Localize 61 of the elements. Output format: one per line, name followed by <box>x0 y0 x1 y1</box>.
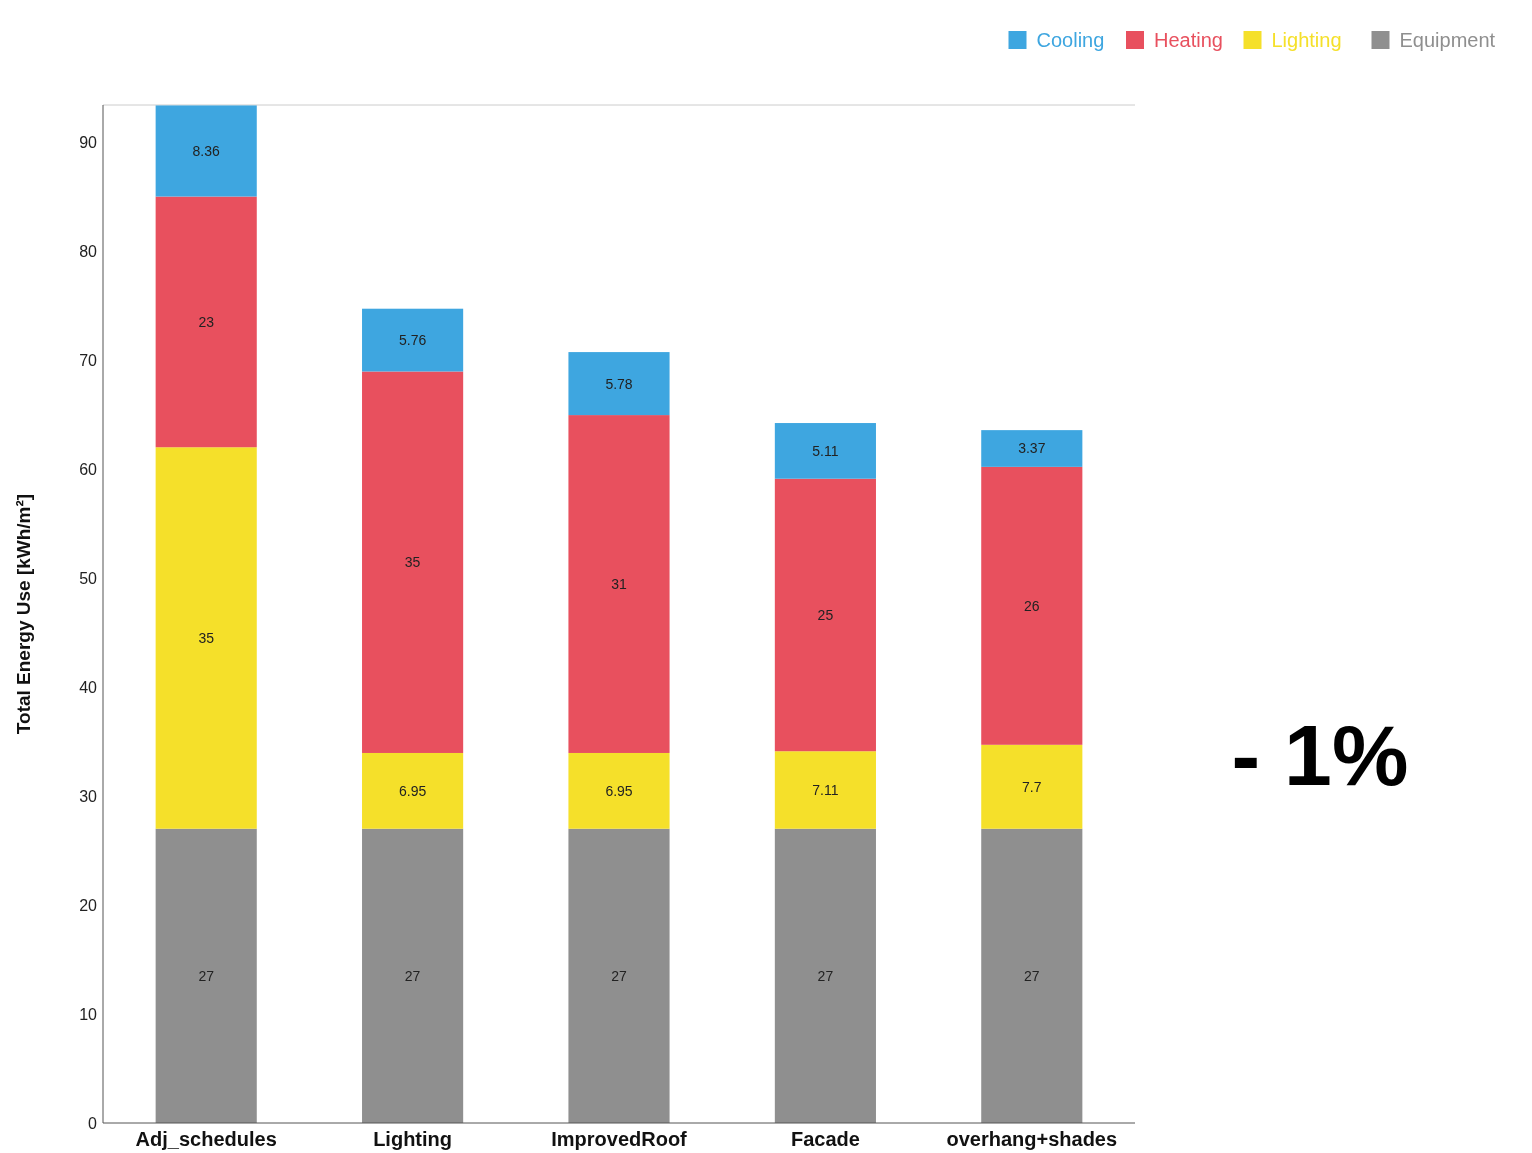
y-tick-label: 0 <box>88 1115 98 1132</box>
data-label: 5.11 <box>812 442 839 459</box>
data-label: 3.37 <box>1018 440 1046 457</box>
bar <box>568 352 670 416</box>
x-tick-label: Adj_schedules <box>135 1128 277 1150</box>
bar <box>155 447 257 829</box>
bar <box>981 744 1083 829</box>
bar <box>568 752 670 829</box>
y-tick-label: 20 <box>79 897 98 915</box>
data-label: 6.95 <box>605 782 633 799</box>
legend-label: Lighting <box>1271 29 1342 51</box>
bar <box>981 466 1083 745</box>
x-tick-label: ImprovedRoof <box>551 1128 688 1150</box>
bar <box>774 828 876 1123</box>
bar <box>774 751 876 829</box>
y-tick-label: 10 <box>79 1006 98 1024</box>
text: - 1% <box>1231 707 1409 803</box>
y-tick-label: 70 <box>79 352 98 370</box>
bar <box>568 828 670 1123</box>
x-tick-label: Facade <box>790 1128 860 1150</box>
x-tick-label: overhang+shades <box>946 1128 1118 1150</box>
data-label: 35 <box>198 629 215 646</box>
legend-label: Cooling <box>1036 29 1105 51</box>
data-label: 31 <box>611 576 627 593</box>
data-label: 23 <box>198 313 215 330</box>
data-label: 35 <box>404 554 421 571</box>
bar <box>362 371 464 753</box>
data-label: 8.36 <box>192 143 221 159</box>
data-label: 7.11 <box>812 781 839 798</box>
bar <box>362 308 464 372</box>
bar <box>981 430 1083 467</box>
bar <box>362 752 464 829</box>
x-tick-label: Lighting <box>373 1128 453 1150</box>
y-axis-title: Total Energy Use [kWh/m²] <box>13 493 34 735</box>
bar <box>155 105 257 197</box>
data-label: 5.78 <box>605 375 633 392</box>
bar <box>774 423 876 479</box>
data-label: 25 <box>817 606 834 623</box>
bar <box>981 828 1083 1123</box>
bar <box>155 828 257 1123</box>
data-label: 6.95 <box>398 782 427 799</box>
bar <box>774 478 876 752</box>
data-label: 27 <box>611 967 627 984</box>
data-label: 7.7 <box>1022 778 1042 795</box>
bar <box>568 415 670 753</box>
data-label: 27 <box>198 967 215 984</box>
bar <box>362 828 464 1123</box>
y-tick-label: 40 <box>79 679 98 697</box>
bar <box>155 196 257 448</box>
y-tick-label: 90 <box>79 134 98 152</box>
legend-label: Heating <box>1154 29 1223 51</box>
data-label: 27 <box>817 967 834 984</box>
y-tick-label: 60 <box>79 461 98 479</box>
y-tick-label: 30 <box>79 788 98 806</box>
data-label: 27 <box>1024 967 1040 984</box>
y-tick-label: 50 <box>79 570 98 588</box>
data-label: 5.76 <box>398 332 427 349</box>
data-label: 27 <box>404 967 421 984</box>
y-tick-label: 80 <box>79 243 98 261</box>
data-label: 26 <box>1024 597 1040 614</box>
legend-label: Equipment <box>1399 29 1496 51</box>
